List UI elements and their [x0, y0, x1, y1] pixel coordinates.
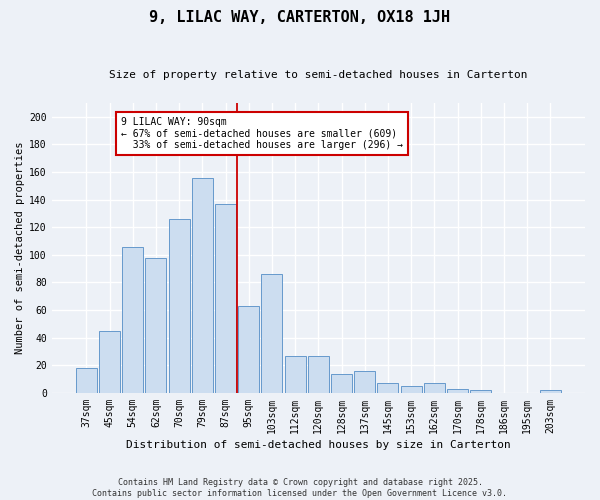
Text: 9, LILAC WAY, CARTERTON, OX18 1JH: 9, LILAC WAY, CARTERTON, OX18 1JH — [149, 10, 451, 25]
Bar — [284, 356, 305, 393]
Bar — [424, 384, 445, 393]
Bar — [169, 219, 190, 393]
Bar — [331, 374, 352, 393]
Bar — [145, 258, 166, 393]
Bar — [540, 390, 561, 393]
Text: 9 LILAC WAY: 90sqm
← 67% of semi-detached houses are smaller (609)
  33% of semi: 9 LILAC WAY: 90sqm ← 67% of semi-detache… — [121, 117, 403, 150]
Bar — [354, 371, 375, 393]
Bar — [470, 390, 491, 393]
Bar — [99, 331, 120, 393]
Title: Size of property relative to semi-detached houses in Carterton: Size of property relative to semi-detach… — [109, 70, 527, 80]
Bar — [401, 386, 422, 393]
Y-axis label: Number of semi-detached properties: Number of semi-detached properties — [15, 142, 25, 354]
Bar — [308, 356, 329, 393]
Bar — [76, 368, 97, 393]
Bar — [377, 384, 398, 393]
X-axis label: Distribution of semi-detached houses by size in Carterton: Distribution of semi-detached houses by … — [126, 440, 511, 450]
Bar — [122, 246, 143, 393]
Bar — [215, 204, 236, 393]
Bar — [238, 306, 259, 393]
Bar — [192, 178, 213, 393]
Bar — [262, 274, 283, 393]
Text: Contains HM Land Registry data © Crown copyright and database right 2025.
Contai: Contains HM Land Registry data © Crown c… — [92, 478, 508, 498]
Bar — [447, 389, 468, 393]
